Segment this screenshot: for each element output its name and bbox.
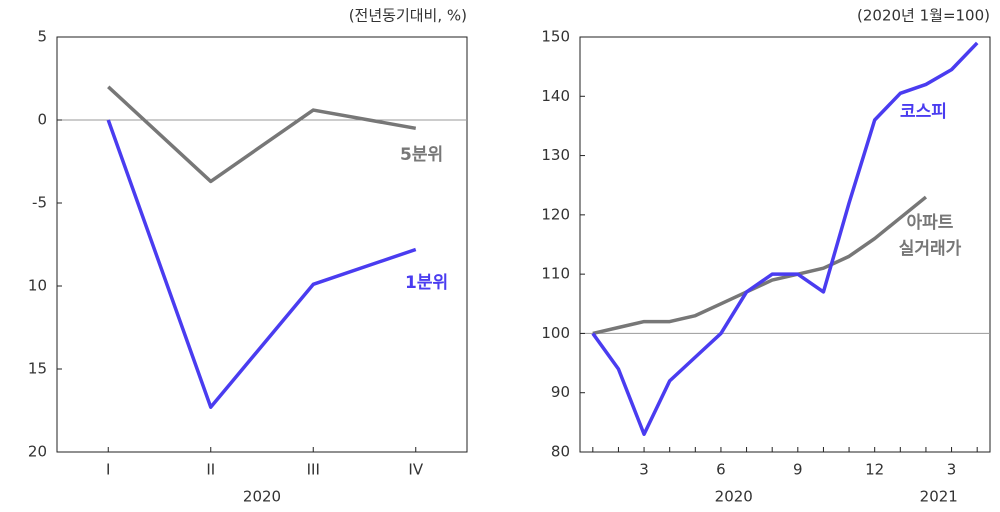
y-tick-label: 100	[541, 324, 570, 342]
y-tick-label: 80	[551, 443, 570, 461]
series-line	[107, 85, 417, 184]
y-tick-label: -5	[32, 194, 47, 212]
y-tick-label: 5	[37, 28, 47, 46]
y-tick-label: 140	[541, 87, 570, 105]
series-label: 코스피	[900, 102, 947, 122]
series-label: 1분위	[405, 273, 448, 293]
series-line	[592, 195, 928, 336]
y-tick-label: 120	[541, 205, 570, 223]
plot-frame	[56, 36, 468, 453]
y-tick-label: 0	[37, 111, 47, 129]
series-line	[106, 119, 417, 409]
series-label-box: 아파트 실거래가	[898, 213, 962, 259]
x-tick-label: 3	[947, 461, 957, 479]
series-line	[591, 41, 979, 436]
y-tick-label: 15	[28, 360, 47, 378]
y-tick-label: 110	[541, 265, 570, 283]
x-tick-label: III	[307, 461, 320, 479]
series-label: 아파트 실거래가	[898, 213, 962, 259]
year-label: 2021	[920, 488, 958, 506]
x-tick-label: IV	[408, 461, 423, 479]
x-tick-label: 3	[639, 461, 649, 479]
y-tick-label: 130	[541, 146, 570, 164]
x-tick-label: 9	[793, 461, 803, 479]
x-tick-label: I	[106, 461, 110, 479]
y-tick-label: 20	[28, 443, 47, 461]
x-axis-label: 2020	[243, 488, 281, 506]
unit-note: (전년동기대비, %)	[349, 7, 467, 25]
x-tick-label: 12	[865, 461, 884, 479]
y-tick-label: 90	[551, 383, 570, 401]
y-tick-label: 10	[28, 277, 47, 295]
unit-note: (2020년 1월=100)	[857, 7, 990, 25]
x-tick-label: 6	[716, 461, 726, 479]
plot-frame	[579, 36, 991, 453]
series-label: 5분위	[400, 145, 443, 165]
x-tick-label: II	[206, 461, 215, 479]
year-label: 2020	[715, 488, 753, 506]
y-tick-label: 150	[541, 28, 570, 46]
